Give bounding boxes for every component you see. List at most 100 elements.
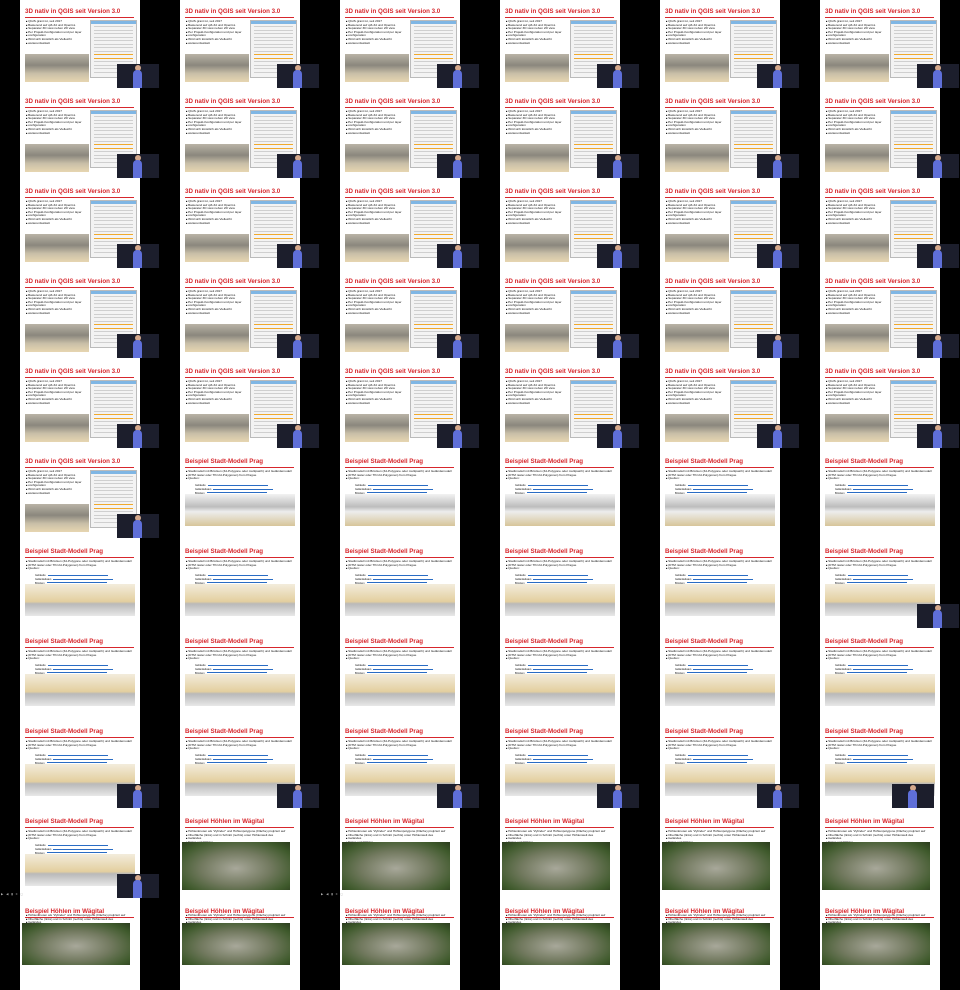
video-frame-thumbnail[interactable]: 3D nativ in QGIS seit Version 3.0 QGIS gr… (800, 270, 960, 360)
video-frame-thumbnail[interactable]: Beispiel Stadt-Modell Prag Stadtmodell mi… (0, 720, 160, 810)
video-frame-thumbnail[interactable]: 3D nativ in QGIS seit Version 3.0 QGIS gr… (0, 270, 160, 360)
source-link[interactable] (527, 664, 588, 666)
source-link[interactable] (853, 668, 914, 670)
source-link[interactable] (46, 852, 107, 854)
video-frame-thumbnail[interactable]: 3D nativ in QGIS seit Version 3.0 QGIS gr… (320, 270, 480, 360)
source-link[interactable] (846, 492, 907, 494)
video-frame-thumbnail[interactable]: Beispiel Höhlen im WägitalHöhlenknoten a… (480, 810, 640, 900)
source-link[interactable] (366, 582, 427, 584)
source-link[interactable] (693, 668, 754, 670)
video-frame-thumbnail[interactable]: 3D nativ in QGIS seit Version 3.0 QGIS gr… (320, 360, 480, 450)
video-frame-thumbnail[interactable]: Beispiel Höhlen im WägitalHöhlenknoten a… (0, 900, 160, 990)
video-frame-thumbnail[interactable]: Beispiel Höhlen im WägitalHöhlenknoten a… (480, 900, 640, 990)
video-frame-thumbnail[interactable]: 3D nativ in QGIS seit Version 3.0 QGIS gr… (0, 360, 160, 450)
video-frame-thumbnail[interactable]: Beispiel Stadt-Modell Prag Stadtmodell mi… (480, 630, 640, 720)
source-link[interactable] (373, 488, 434, 490)
source-link[interactable] (207, 484, 268, 486)
source-link[interactable] (366, 672, 427, 674)
video-frame-thumbnail[interactable]: Beispiel Stadt-Modell Prag Stadtmodell mi… (800, 630, 960, 720)
source-link[interactable] (686, 762, 747, 764)
source-link[interactable] (526, 762, 587, 764)
video-frame-thumbnail[interactable]: Beispiel Stadt-Modell Prag Stadtmodell mi… (640, 450, 800, 540)
source-link[interactable] (206, 672, 267, 674)
video-frame-thumbnail[interactable]: 3D nativ in QGIS seit Version 3.0 QGIS gr… (800, 90, 960, 180)
source-link[interactable] (366, 762, 427, 764)
video-frame-thumbnail[interactable]: 3D nativ in QGIS seit Version 3.0 QGIS gr… (800, 0, 960, 90)
source-link[interactable] (853, 758, 914, 760)
source-link[interactable] (373, 578, 434, 580)
source-link[interactable] (207, 754, 268, 756)
video-frame-thumbnail[interactable]: 3D nativ in QGIS seit Version 3.0 QGIS gr… (0, 0, 160, 90)
video-frame-thumbnail[interactable]: Beispiel Stadt-Modell Prag Stadtmodell mi… (320, 540, 480, 630)
source-link[interactable] (213, 758, 274, 760)
source-link[interactable] (47, 664, 108, 666)
video-frame-thumbnail[interactable]: Beispiel Stadt-Modell Prag Stadtmodell mi… (0, 810, 160, 900)
source-link[interactable] (533, 758, 594, 760)
source-link[interactable] (53, 758, 114, 760)
source-link[interactable] (46, 582, 107, 584)
source-link[interactable] (533, 668, 594, 670)
source-link[interactable] (686, 582, 747, 584)
video-frame-thumbnail[interactable]: Beispiel Stadt-Modell Prag Stadtmodell mi… (160, 540, 320, 630)
source-link[interactable] (367, 754, 428, 756)
video-frame-thumbnail[interactable]: Beispiel Stadt-Modell Prag Stadtmodell mi… (320, 630, 480, 720)
source-link[interactable] (367, 574, 428, 576)
video-frame-thumbnail[interactable]: Beispiel Höhlen im WägitalHöhlenknoten a… (800, 900, 960, 990)
player-controls[interactable]: ▶ ◀ ▮ ≡ ◻ (321, 892, 344, 896)
source-link[interactable] (46, 762, 107, 764)
video-frame-thumbnail[interactable]: 3D nativ in QGIS seit Version 3.0 QGIS gr… (640, 360, 800, 450)
source-link[interactable] (213, 488, 274, 490)
source-link[interactable] (527, 574, 588, 576)
video-frame-thumbnail[interactable]: Beispiel Stadt-Modell Prag Stadtmodell mi… (640, 720, 800, 810)
video-frame-thumbnail[interactable]: 3D nativ in QGIS seit Version 3.0 QGIS gr… (480, 180, 640, 270)
video-frame-thumbnail[interactable]: Beispiel Stadt-Modell Prag Stadtmodell mi… (640, 540, 800, 630)
video-frame-thumbnail[interactable]: 3D nativ in QGIS seit Version 3.0 QGIS gr… (480, 360, 640, 450)
video-frame-thumbnail[interactable]: 3D nativ in QGIS seit Version 3.0 QGIS gr… (800, 360, 960, 450)
source-link[interactable] (207, 664, 268, 666)
source-link[interactable] (686, 672, 747, 674)
source-link[interactable] (206, 762, 267, 764)
source-link[interactable] (693, 488, 754, 490)
source-link[interactable] (373, 758, 434, 760)
video-frame-thumbnail[interactable]: 3D nativ in QGIS seit Version 3.0 QGIS gr… (640, 0, 800, 90)
source-link[interactable] (847, 484, 908, 486)
video-frame-thumbnail[interactable]: 3D nativ in QGIS seit Version 3.0 QGIS gr… (480, 0, 640, 90)
video-frame-thumbnail[interactable]: 3D nativ in QGIS seit Version 3.0 QGIS gr… (640, 270, 800, 360)
source-link[interactable] (533, 578, 594, 580)
video-frame-thumbnail[interactable]: Beispiel Höhlen im WägitalHöhlenknoten a… (640, 900, 800, 990)
video-frame-thumbnail[interactable]: Beispiel Stadt-Modell Prag Stadtmodell mi… (480, 450, 640, 540)
video-frame-thumbnail[interactable]: 3D nativ in QGIS seit Version 3.0 QGIS gr… (480, 270, 640, 360)
video-frame-thumbnail[interactable]: Beispiel Höhlen im WägitalHöhlenknoten a… (320, 810, 480, 900)
video-frame-thumbnail[interactable]: 3D nativ in QGIS seit Version 3.0 QGIS gr… (320, 180, 480, 270)
source-link[interactable] (847, 664, 908, 666)
source-link[interactable] (847, 574, 908, 576)
source-link[interactable] (687, 754, 748, 756)
video-frame-thumbnail[interactable]: 3D nativ in QGIS seit Version 3.0 QGIS gr… (800, 180, 960, 270)
video-frame-thumbnail[interactable]: 3D nativ in QGIS seit Version 3.0 QGIS gr… (640, 90, 800, 180)
source-link[interactable] (527, 484, 588, 486)
source-link[interactable] (526, 492, 587, 494)
source-link[interactable] (527, 754, 588, 756)
video-frame-thumbnail[interactable]: 3D nativ in QGIS seit Version 3.0 QGIS gr… (480, 90, 640, 180)
source-link[interactable] (206, 582, 267, 584)
source-link[interactable] (853, 578, 914, 580)
video-frame-thumbnail[interactable]: Beispiel Stadt-Modell Prag Stadtmodell mi… (800, 450, 960, 540)
source-link[interactable] (526, 672, 587, 674)
player-controls[interactable]: ▶ ◀ ▮ ≡ ◻ (1, 892, 24, 896)
source-link[interactable] (47, 844, 108, 846)
source-link[interactable] (206, 492, 267, 494)
video-frame-thumbnail[interactable]: Beispiel Höhlen im WägitalHöhlenknoten a… (160, 900, 320, 990)
source-link[interactable] (533, 488, 594, 490)
source-link[interactable] (693, 758, 754, 760)
video-frame-thumbnail[interactable]: Beispiel Stadt-Modell Prag Stadtmodell mi… (480, 540, 640, 630)
source-link[interactable] (687, 664, 748, 666)
video-frame-thumbnail[interactable]: Beispiel Stadt-Modell Prag Stadtmodell mi… (160, 630, 320, 720)
video-frame-thumbnail[interactable]: 3D nativ in QGIS seit Version 3.0 QGIS gr… (160, 360, 320, 450)
video-frame-thumbnail[interactable]: 3D nativ in QGIS seit Version 3.0 QGIS gr… (0, 90, 160, 180)
source-link[interactable] (366, 492, 427, 494)
video-frame-thumbnail[interactable]: 3D nativ in QGIS seit Version 3.0 QGIS gr… (320, 0, 480, 90)
video-frame-thumbnail[interactable]: Beispiel Stadt-Modell Prag Stadtmodell mi… (320, 720, 480, 810)
source-link[interactable] (47, 754, 108, 756)
video-frame-thumbnail[interactable]: 3D nativ in QGIS seit Version 3.0 QGIS gr… (0, 180, 160, 270)
video-frame-thumbnail[interactable]: 3D nativ in QGIS seit Version 3.0 QGIS gr… (640, 180, 800, 270)
